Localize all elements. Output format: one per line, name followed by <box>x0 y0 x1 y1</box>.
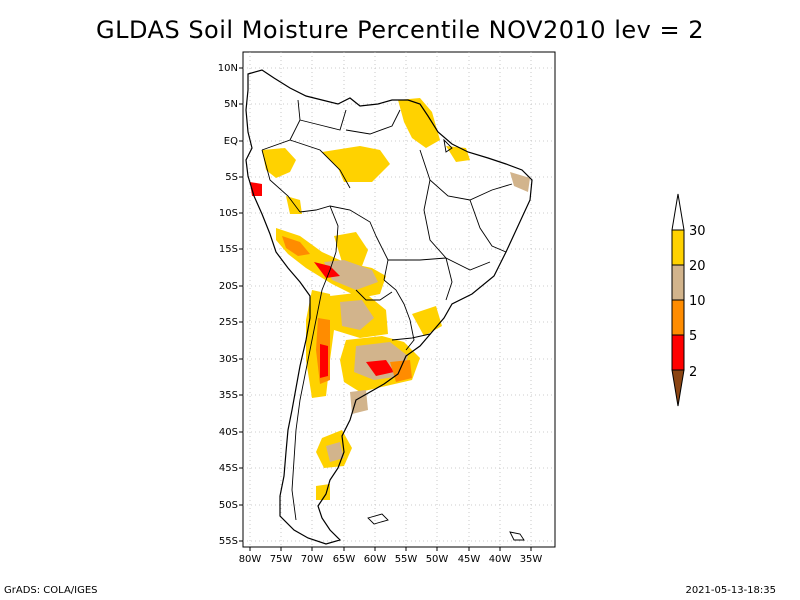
axis-ticks <box>239 67 532 551</box>
colorbar-swatch <box>671 264 685 301</box>
lat-label: 40S <box>219 427 238 438</box>
lat-label: EQ <box>224 136 238 147</box>
lon-label: 70W <box>301 554 324 565</box>
colorbar-swatch <box>671 299 685 336</box>
lon-label: 45W <box>458 554 481 565</box>
colorbar-label: 20 <box>689 259 706 274</box>
colorbar-label: 2 <box>689 365 697 380</box>
colorbar-label: 5 <box>689 329 697 344</box>
lon-label: 80W <box>239 554 262 565</box>
lat-label: 35S <box>219 390 238 401</box>
lat-label: 15S <box>219 244 238 255</box>
percentile-shading <box>250 98 530 500</box>
lat-label: 10S <box>219 208 238 219</box>
lon-label: 35W <box>520 554 543 565</box>
lat-label: 20S <box>219 281 238 292</box>
colorbar: 30 20 10 5 2 <box>671 193 706 407</box>
render-timestamp: 2021-05-13-18:35 <box>685 585 776 596</box>
lat-label: 55S <box>219 536 238 547</box>
country-borders <box>261 99 513 521</box>
colorbar-label: 30 <box>689 224 706 239</box>
lat-label: 5N <box>224 99 238 110</box>
plot-frame <box>242 51 556 548</box>
lat-labels: 10N 5N EQ 5S 10S 15S 20S 25S 30S 35S 40S… <box>218 63 238 547</box>
lon-label: 50W <box>426 554 449 565</box>
colorbar-swatch <box>671 229 685 266</box>
lat-label: 25S <box>219 317 238 328</box>
lat-label: 30S <box>219 354 238 365</box>
lat-label: 45S <box>219 463 238 474</box>
lon-label: 65W <box>333 554 356 565</box>
lon-label: 75W <box>270 554 293 565</box>
lon-label: 60W <box>364 554 387 565</box>
colorbar-top-arrow <box>671 193 685 231</box>
lon-label: 40W <box>489 554 512 565</box>
lon-label: 55W <box>395 554 418 565</box>
grads-credit: GrADS: COLA/IGES <box>4 585 98 596</box>
lat-label: 50S <box>219 500 238 511</box>
islands <box>367 138 525 541</box>
colorbar-label: 10 <box>689 294 706 309</box>
lat-label: 10N <box>218 63 238 74</box>
lon-labels: 80W 75W 70W 65W 60W 55W 50W 45W 40W 35W <box>239 554 543 565</box>
lat-label: 5S <box>225 172 238 183</box>
colorbar-bottom-arrow <box>671 369 685 407</box>
south-america-coastline <box>245 69 533 545</box>
colorbar-swatch <box>671 334 685 371</box>
map-title: GLDAS Soil Moisture Percentile NOV2010 l… <box>96 16 704 44</box>
